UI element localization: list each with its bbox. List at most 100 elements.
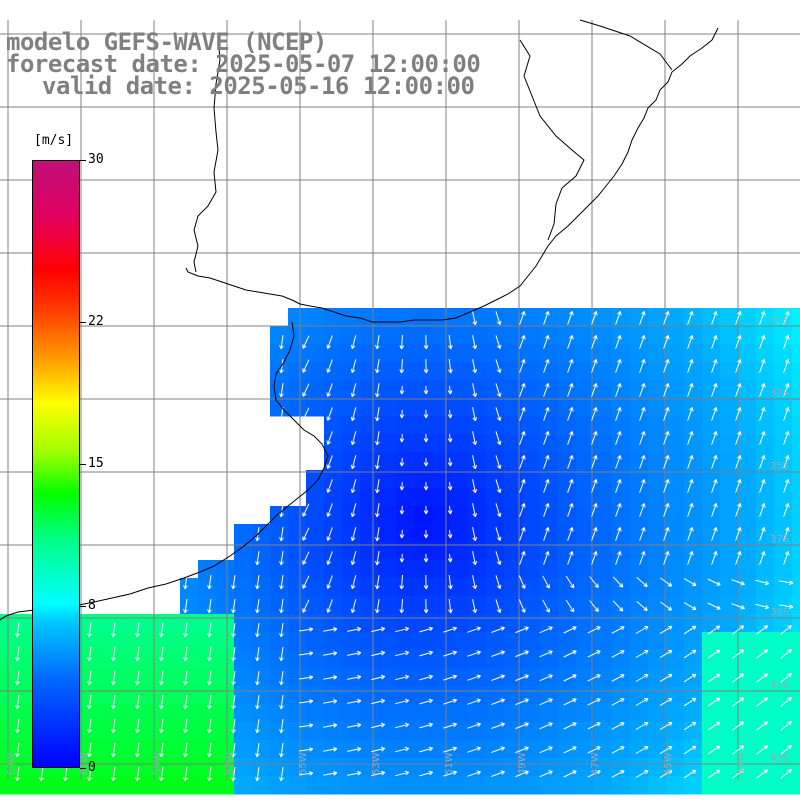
- colorbar-unit: [m/s]: [34, 133, 74, 148]
- speed-cell: [720, 614, 739, 633]
- speed-cell: [702, 776, 721, 795]
- speed-cell: [612, 308, 631, 327]
- speed-cell: [234, 740, 253, 759]
- speed-cell: [666, 362, 685, 381]
- wind-arrow: [326, 599, 333, 613]
- speed-cell: [414, 308, 433, 327]
- wind-arrow: [783, 503, 790, 517]
- latitude-label: 35S: [770, 461, 789, 472]
- latitude-label: 41S: [770, 680, 789, 691]
- wind-arrow: [683, 697, 697, 707]
- speed-cell: [306, 398, 325, 417]
- speed-cell: [288, 632, 307, 651]
- speed-cell: [324, 776, 343, 795]
- speed-cell: [432, 722, 451, 741]
- speed-cell: [486, 668, 505, 687]
- speed-cell: [306, 362, 325, 381]
- wind-arrow: [687, 455, 694, 469]
- speed-cell: [486, 650, 505, 669]
- wind-arrow: [495, 359, 502, 374]
- speed-cell: [648, 704, 667, 723]
- wind-arrow: [443, 770, 458, 777]
- wind-arrow: [783, 455, 790, 469]
- speed-cell: [378, 524, 397, 543]
- speed-cell: [450, 488, 469, 507]
- speed-cell: [414, 326, 433, 345]
- speed-cell: [576, 704, 595, 723]
- speed-cell: [702, 398, 721, 417]
- longitude-label: 55W: [298, 752, 309, 775]
- speed-cell: [594, 650, 613, 669]
- speed-cell: [666, 470, 685, 489]
- wind-arrow: [15, 623, 20, 638]
- speed-cell: [90, 740, 109, 759]
- speed-cell: [378, 362, 397, 381]
- speed-cell: [666, 560, 685, 579]
- wind-arrow: [399, 433, 405, 443]
- wind-arrow: [539, 650, 553, 658]
- wind-arrow: [443, 698, 458, 705]
- speed-cell: [126, 740, 145, 759]
- speed-cell: [792, 686, 800, 705]
- speed-cell: [306, 506, 325, 525]
- speed-cell: [756, 704, 775, 723]
- wind-arrow: [255, 767, 260, 782]
- speed-cell: [630, 650, 649, 669]
- wind-arrow: [423, 358, 429, 374]
- wind-arrow: [419, 650, 434, 657]
- wind-arrow: [518, 599, 526, 613]
- wind-arrow: [159, 671, 164, 686]
- speed-cell: [774, 488, 793, 507]
- wind-arrow: [519, 359, 526, 373]
- speed-cell: [270, 506, 289, 525]
- latitude-label: 37S: [770, 534, 789, 545]
- wind-arrow: [565, 599, 575, 613]
- speed-cell: [360, 524, 379, 543]
- speed-cell: [486, 740, 505, 759]
- speed-cell: [720, 506, 739, 525]
- speed-cell: [414, 668, 433, 687]
- wind-arrow: [347, 698, 362, 704]
- speed-cell: [306, 470, 325, 489]
- speed-cell: [738, 632, 757, 651]
- speed-cell: [576, 722, 595, 741]
- speed-cell: [684, 434, 703, 453]
- wind-arrow: [279, 503, 284, 518]
- wind-arrow: [279, 743, 284, 758]
- speed-cell: [540, 326, 559, 345]
- speed-cell: [756, 668, 775, 687]
- speed-cell: [162, 650, 181, 669]
- wind-arrow: [683, 673, 697, 683]
- speed-cell: [504, 362, 523, 381]
- speed-cell: [594, 524, 613, 543]
- wind-arrow: [495, 575, 502, 590]
- speed-cell: [504, 578, 523, 597]
- wind-arrow: [231, 719, 236, 734]
- speed-cell: [432, 506, 451, 525]
- speed-cell: [792, 578, 800, 597]
- speed-cell: [702, 758, 721, 777]
- wind-arrow: [350, 335, 357, 350]
- wind-arrow: [636, 601, 648, 612]
- speed-cell: [432, 326, 451, 345]
- wind-arrow: [567, 431, 574, 445]
- speed-cell: [234, 776, 253, 795]
- wind-arrow: [663, 455, 670, 469]
- speed-cell: [378, 416, 397, 435]
- speed-cell: [648, 596, 667, 615]
- wind-arrow: [15, 743, 20, 758]
- wind-arrow: [635, 746, 649, 754]
- wind-arrow: [447, 409, 453, 419]
- wind-arrow: [279, 695, 284, 710]
- speed-cell: [756, 362, 775, 381]
- speed-cell: [594, 668, 613, 687]
- wind-arrow: [447, 553, 453, 563]
- speed-cell: [450, 704, 469, 723]
- wind-arrow: [587, 770, 601, 778]
- speed-cell: [594, 722, 613, 741]
- speed-cell: [270, 326, 289, 345]
- wind-arrow: [350, 527, 357, 542]
- speed-cell: [360, 596, 379, 615]
- wind-arrow: [371, 746, 386, 753]
- speed-cell: [558, 686, 577, 705]
